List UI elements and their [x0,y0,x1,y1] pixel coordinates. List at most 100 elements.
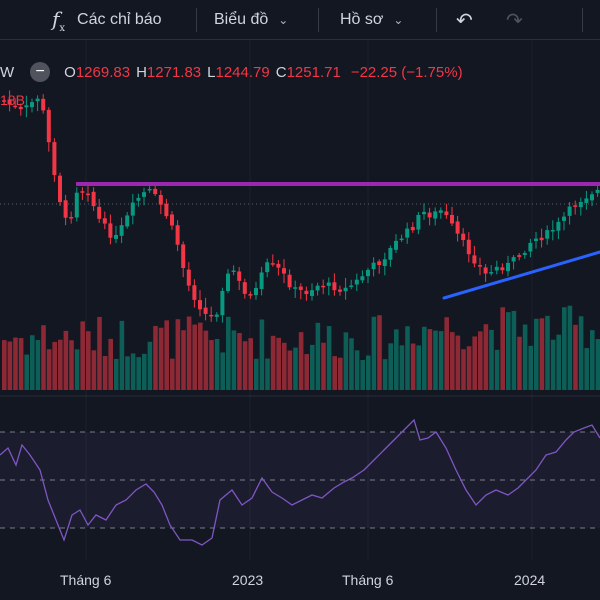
volume-bar [192,324,197,390]
volume-bar [186,316,192,390]
candle-body [422,211,426,215]
volume-bar [58,339,63,390]
volume-bar [461,349,466,390]
candle-body [534,238,538,242]
candle-body [354,279,359,285]
volume-bar [41,325,46,390]
candle-body [24,105,29,108]
profile-button[interactable]: Hồ sơ ⌄ [340,0,403,40]
volume-bar [147,341,153,390]
candle-body [338,289,342,292]
volume-bar [332,356,337,390]
volume-bar [310,344,315,390]
candle-body [248,294,253,296]
candle-body [388,247,393,260]
candle-body [578,201,583,208]
chart-grid [0,40,600,560]
candle-body [170,214,174,226]
candle-body [259,272,264,289]
candle-body [528,242,533,252]
volume-bar [63,330,69,390]
candle-body [321,285,326,288]
candle-body [13,105,18,108]
candle-body [74,192,79,218]
volume-bar [2,340,7,390]
close-value: 1251.71 [286,63,341,81]
volume-bar [276,337,281,390]
candle-body [158,195,163,205]
candle-body [108,223,113,238]
candle-body [539,237,544,241]
volume-bar [354,350,360,390]
candle-body [41,98,46,111]
volume-bar [405,326,410,390]
volume-bar [489,329,494,390]
candle-body [164,203,169,217]
top-toolbar: fx Các chỉ báo Biểu đồ ⌄ Hồ sơ ⌄ ↶ ↷ [0,0,600,40]
candle-body [114,235,118,239]
volume-bar [130,353,136,390]
volume-bar [343,332,349,390]
volume-bar [30,335,35,390]
indicators-button[interactable]: fx Các chỉ báo [52,0,162,40]
candle-body [556,221,561,231]
profile-label: Hồ sơ [340,11,384,28]
candle-body [461,233,466,241]
candle-body [287,274,292,288]
rsi-panel [0,418,600,546]
volume-bar [556,334,561,390]
candle-body [97,206,102,219]
candle-body [142,192,146,197]
volume-bar [506,312,511,390]
volume-bar [231,330,237,390]
toolbar-divider [582,8,583,32]
candle-body [315,285,320,291]
volume-bar [539,318,545,390]
candle-body [63,200,68,218]
candle-body [91,191,96,207]
candle-body [511,257,516,262]
volume-bar [472,336,477,390]
candle-body [282,268,286,274]
candle-body [332,282,337,291]
candle-body [377,261,382,265]
candle-body [562,216,566,221]
high-value: 1271.83 [146,63,202,81]
candle-body [226,273,230,292]
volume-bar [108,338,113,390]
candle-body [46,109,51,143]
volume-bar [573,324,578,390]
candle-body [405,228,410,238]
undo-button[interactable]: ↶ [456,0,473,40]
chart-drawings [76,182,600,300]
candle-body [455,221,460,234]
candle-body [153,188,158,195]
volume-bar [399,345,405,390]
candle-body [573,205,578,207]
volume-bar [545,315,550,390]
volume-bar [338,357,343,390]
chart-type-button[interactable]: Biểu đồ ⌄ [214,0,288,40]
candle-body [209,314,214,317]
candle-body [450,214,454,224]
chevron-down-icon: ⌄ [393,13,404,27]
volume-bar [595,339,600,390]
price-chart[interactable] [0,40,600,600]
volume-bar [494,349,500,390]
volume-bar [226,316,231,390]
volume-bar [35,339,41,390]
volume-bar [567,305,573,390]
redo-button[interactable]: ↷ [506,0,523,40]
minus-icon[interactable]: − [30,62,51,82]
candle-body [130,202,135,216]
volume-bar [416,345,421,390]
candle-body [595,189,600,193]
volume-bar [438,331,444,390]
change-value: −22.25 (−1.75%) [350,63,463,81]
candle-body [186,269,191,286]
volume-bar [315,322,321,390]
volume-bar [298,332,304,390]
candle-body [242,282,247,294]
volume-bar [91,350,97,390]
time-axis-label: 2023 [232,572,264,588]
